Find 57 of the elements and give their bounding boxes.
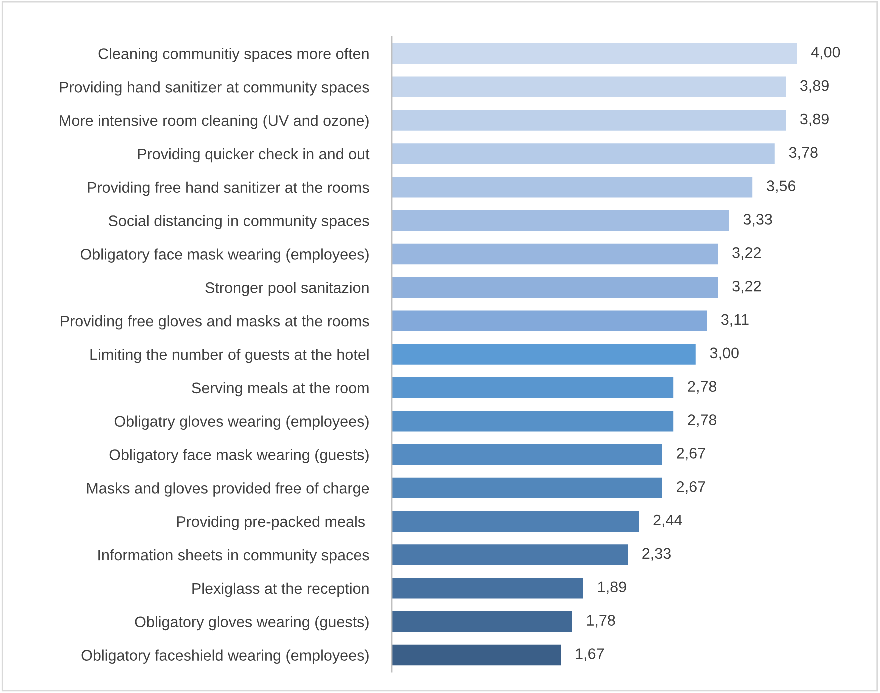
- data-label: 3,56: [767, 180, 796, 194]
- y-tick-label: Plexiglass at the reception: [192, 582, 369, 598]
- bar: [392, 310, 708, 332]
- data-label: 3,78: [789, 147, 818, 160]
- bar: [392, 76, 786, 98]
- data-label: 2,67: [677, 448, 706, 461]
- y-tick-label: Limiting the number of guests at the hotel: [90, 348, 369, 364]
- data-label: 3,11: [721, 314, 749, 327]
- data-label: 2,67: [677, 481, 706, 494]
- bar: [392, 410, 674, 432]
- bar: [392, 478, 662, 499]
- y-tick-label: Providing pre-packed meals: [177, 516, 365, 530]
- y-tick-label: Obligatory gloves wearing (guests): [135, 616, 369, 631]
- y-tick-label: Providing free gloves and masks at the rooms: [61, 316, 370, 330]
- data-label: 2,78: [688, 414, 717, 428]
- data-label: 3,33: [744, 214, 772, 227]
- y-tick-label: Stronger pool sanitazion: [206, 282, 369, 296]
- data-label: 3,89: [800, 80, 829, 94]
- bar: [392, 144, 775, 164]
- data-label: 3,89: [800, 114, 829, 126]
- y-tick-label: Obligatory face mask wearing (guests): [110, 449, 369, 464]
- y-tick-label: More intensive room cleaning (UV and ozone): [60, 115, 369, 130]
- y-tick-label: Cleaning communitiy spaces more often: [98, 48, 369, 62]
- data-label: 1,67: [576, 648, 604, 662]
- bar: [392, 43, 798, 64]
- bar: [392, 344, 696, 365]
- y-tick-label: Obligatory face mask wearing (employees): [80, 248, 369, 263]
- bar: [392, 511, 640, 532]
- data-label: 2,33: [642, 548, 671, 561]
- bar: [392, 544, 628, 566]
- bar: [392, 277, 718, 298]
- y-tick-label: Obligatory faceshield wearing (employees): [82, 650, 369, 664]
- bar: [392, 444, 662, 466]
- data-label: 2,78: [688, 381, 717, 394]
- y-tick-label: Serving meals at the room: [192, 382, 369, 397]
- bar: [392, 612, 572, 632]
- data-label: 1,89: [598, 582, 626, 594]
- bar: [392, 177, 753, 198]
- y-tick-label: Information sheets in community spaces: [98, 549, 370, 564]
- y-tick-label: Masks and gloves provided free of charge: [87, 482, 370, 497]
- bar: [392, 378, 674, 398]
- data-label: 4,00: [811, 46, 840, 60]
- y-tick-label: Providing hand sanitizer at community spaces: [60, 82, 370, 96]
- data-label: 1,78: [587, 615, 616, 628]
- data-label: 3,00: [710, 348, 739, 360]
- y-tick-label: Social distancing in community spaces: [108, 215, 370, 230]
- bar: [392, 110, 786, 131]
- y-tick-label: Providing quicker check in and out: [138, 148, 370, 163]
- bar: [392, 578, 584, 599]
- data-label: 3,22: [732, 280, 762, 294]
- data-label: 2,44: [654, 514, 682, 528]
- data-label: 3,22: [732, 248, 762, 260]
- bar: [392, 210, 730, 232]
- y-tick-label: Providing free hand sanitizer at the rooms: [88, 182, 370, 196]
- bar: [392, 244, 718, 265]
- bar: [392, 644, 562, 666]
- y-tick-label: Obligatry gloves wearing (employees): [114, 416, 369, 430]
